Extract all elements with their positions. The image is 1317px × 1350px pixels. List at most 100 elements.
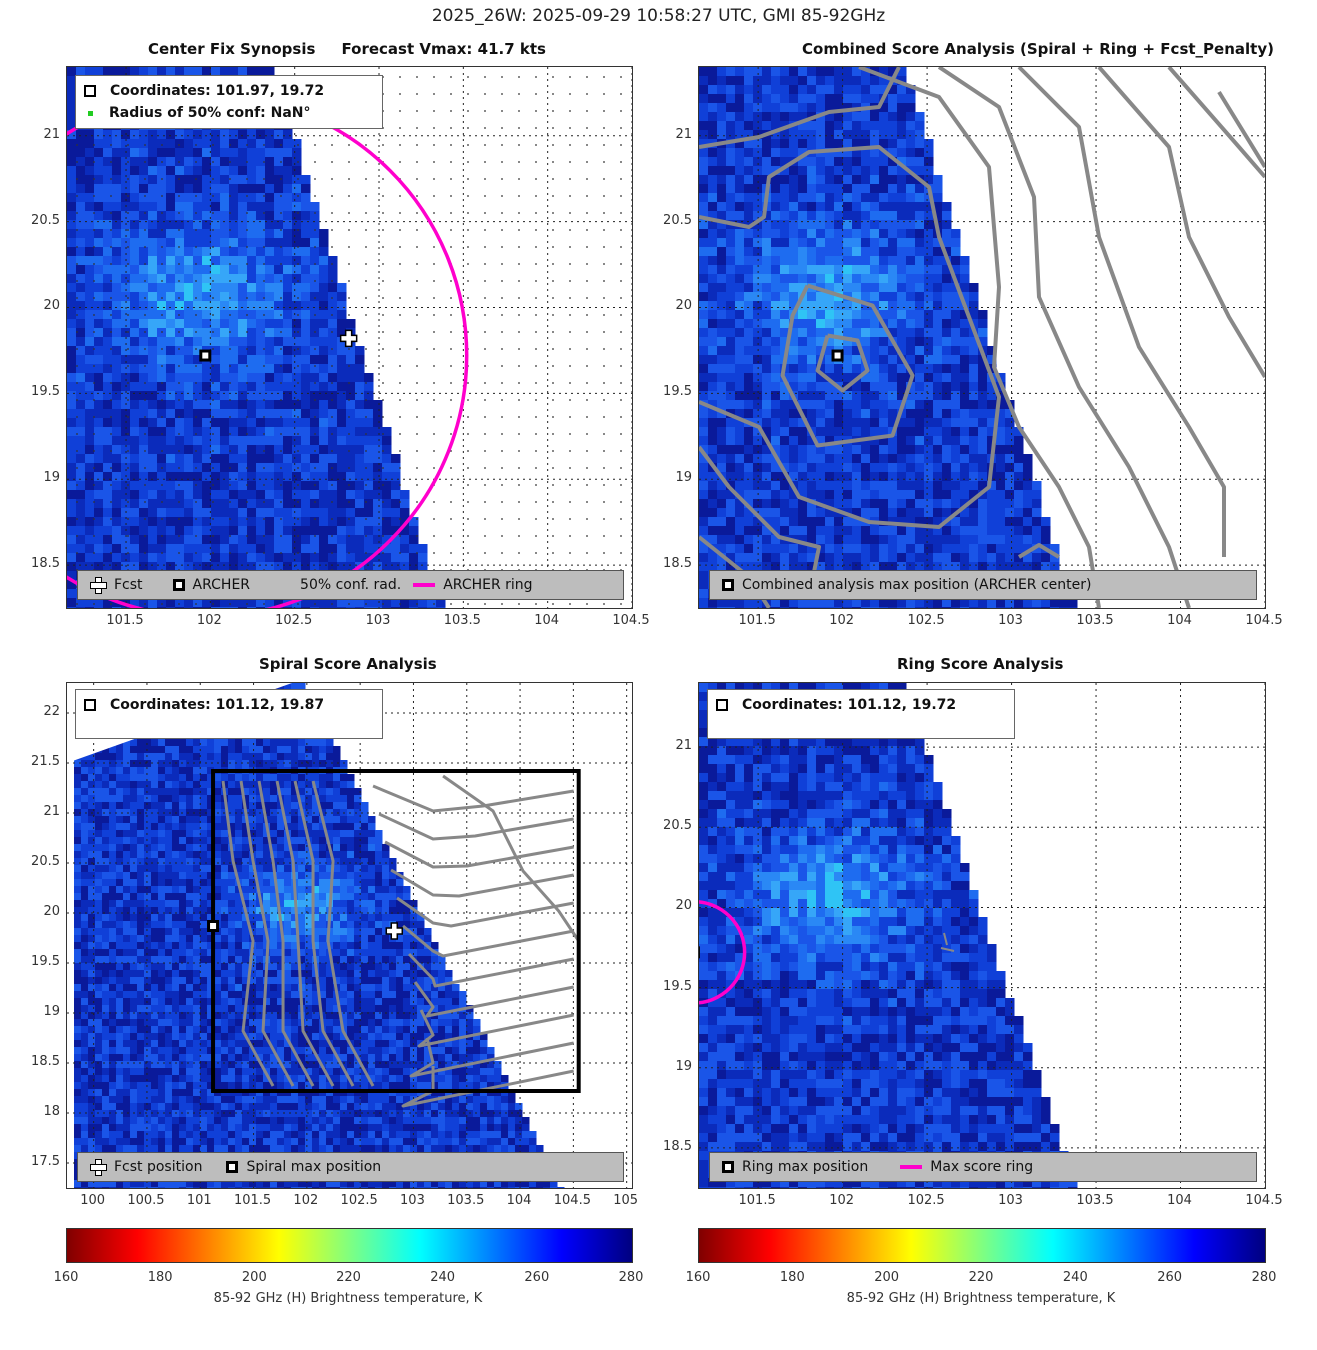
heat-cell xyxy=(816,535,826,545)
heat-cell xyxy=(301,319,311,329)
heat-cell xyxy=(103,499,113,509)
heat-cell xyxy=(328,526,338,536)
heat-cell xyxy=(798,346,808,356)
heat-cell xyxy=(753,319,763,329)
heat-cell xyxy=(744,256,754,266)
grid-dot xyxy=(348,144,350,146)
heat-cell xyxy=(843,319,853,329)
grid-dot xyxy=(127,433,129,435)
heat-cell xyxy=(175,418,185,428)
heat-cell xyxy=(942,427,952,437)
heat-cell xyxy=(328,256,338,266)
heat-cell xyxy=(807,544,817,554)
heat-cell xyxy=(274,220,284,230)
heat-cell xyxy=(1032,553,1042,563)
heat-cell xyxy=(771,121,781,131)
heat-cell xyxy=(166,337,176,347)
heat-cell xyxy=(789,562,799,572)
heat-cell xyxy=(373,499,383,509)
grid-dot xyxy=(603,535,605,537)
grid-dot xyxy=(552,144,554,146)
heat-cell xyxy=(166,400,176,410)
grid-dot xyxy=(331,416,333,418)
grid-dot xyxy=(586,416,588,418)
heat-cell xyxy=(301,436,311,446)
heat-cell xyxy=(708,346,718,356)
heat-cell xyxy=(148,310,158,320)
grid-dot xyxy=(484,603,486,605)
heat-cell xyxy=(229,184,239,194)
heat-cell xyxy=(193,67,203,77)
grid-dot xyxy=(246,450,248,452)
heat-cell xyxy=(193,256,203,266)
heat-cell xyxy=(202,535,212,545)
heat-cell xyxy=(175,508,185,518)
heat-cell xyxy=(238,292,248,302)
heat-cell xyxy=(103,598,113,608)
grid-dot xyxy=(212,450,214,452)
grid-dot xyxy=(93,212,95,214)
heat-cell xyxy=(942,463,952,473)
heat-cell xyxy=(175,481,185,491)
heat-cell xyxy=(933,409,943,419)
heat-cell xyxy=(726,436,736,446)
heat-cell xyxy=(391,526,401,536)
heat-cell xyxy=(139,481,149,491)
heat-cell xyxy=(906,229,916,239)
grid-dot xyxy=(93,365,95,367)
heat-cell xyxy=(870,373,880,383)
heat-cell xyxy=(906,157,916,167)
heat-cell xyxy=(825,67,835,77)
grid-dot xyxy=(450,552,452,554)
heat-cell xyxy=(888,472,898,482)
heat-cell xyxy=(888,364,898,374)
heat-cell xyxy=(861,139,871,149)
grid-dot xyxy=(535,501,537,503)
heat-cell xyxy=(148,328,158,338)
heat-cell xyxy=(834,238,844,248)
heat-cell xyxy=(978,355,988,365)
grid-dot xyxy=(382,467,384,469)
heat-cell xyxy=(915,418,925,428)
heat-cell xyxy=(1005,454,1015,464)
heat-cell xyxy=(852,409,862,419)
heat-cell xyxy=(148,553,158,563)
grid-dot xyxy=(399,76,401,78)
heat-cell xyxy=(780,67,790,77)
heat-cell xyxy=(193,193,203,203)
heat-cell xyxy=(355,598,365,608)
heat-cell xyxy=(328,346,338,356)
heat-cell xyxy=(852,184,862,194)
heat-cell xyxy=(184,463,194,473)
heat-cell xyxy=(924,283,934,293)
heat-cell xyxy=(166,148,176,158)
heat-cell xyxy=(987,553,997,563)
grid-dot xyxy=(603,246,605,248)
heat-cell xyxy=(103,229,113,239)
heat-cell xyxy=(166,553,176,563)
heat-cell xyxy=(744,427,754,437)
heat-cell xyxy=(807,391,817,401)
heat-cell xyxy=(382,436,392,446)
heat-cell xyxy=(166,238,176,248)
heat-cell xyxy=(67,409,77,419)
heat-cell xyxy=(870,463,880,473)
heat-cell xyxy=(852,76,862,86)
grid-dot xyxy=(450,127,452,129)
heat-cell xyxy=(960,409,970,419)
heat-cell xyxy=(157,400,167,410)
heat-cell xyxy=(870,319,880,329)
heat-cell xyxy=(780,130,790,140)
grid-dot xyxy=(603,314,605,316)
heat-cell xyxy=(789,436,799,446)
grid-dot xyxy=(76,161,78,163)
grid-dot xyxy=(127,535,129,537)
heat-cell xyxy=(85,166,95,176)
heat-cell xyxy=(1014,427,1024,437)
heat-cell xyxy=(310,373,320,383)
grid-dot xyxy=(178,144,180,146)
heat-cell xyxy=(708,526,718,536)
heat-cell xyxy=(861,544,871,554)
heat-cell xyxy=(67,256,77,266)
grid-dot xyxy=(501,76,503,78)
